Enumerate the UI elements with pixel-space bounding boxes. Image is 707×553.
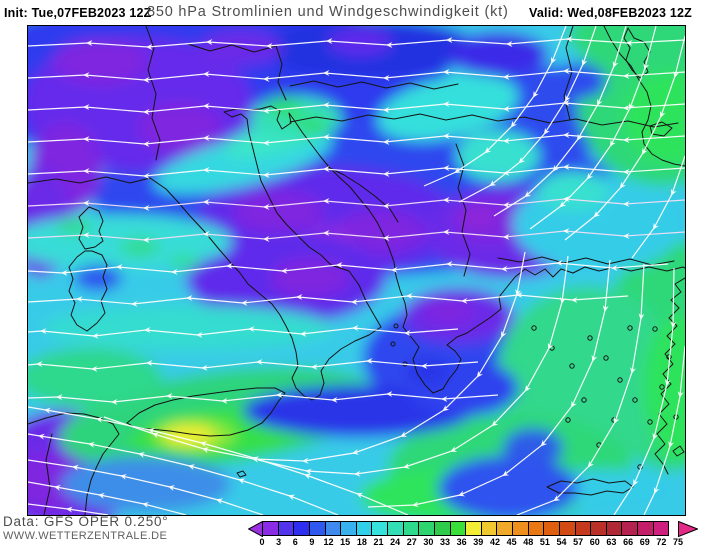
data-source-label: Data: GFS OPER 0.250°: [3, 514, 169, 529]
colorbar-tick: 12: [323, 537, 334, 547]
colorbar-tick: 54: [556, 537, 567, 547]
colorbar-cell: [449, 521, 467, 536]
colorbar-cell: [340, 521, 357, 536]
colorbar-cell: [293, 521, 310, 536]
colorbar-tick: 3: [276, 537, 282, 547]
colorbar-tick: 63: [606, 537, 617, 547]
colorbar-tick: 33: [440, 537, 451, 547]
colorbar-cell: [637, 521, 654, 536]
colorbar-cell: [496, 521, 513, 536]
colorbar-tick: 75: [672, 537, 684, 547]
colorbar-cell: [277, 521, 295, 536]
colorbar-tick: 9: [309, 537, 315, 547]
colorbar-tick: 66: [623, 537, 634, 547]
wind-speed-field: [28, 26, 685, 515]
colorbar-tick: 18: [356, 537, 367, 547]
colorbar-cell: [262, 521, 279, 536]
colorbar-cell: [418, 521, 435, 536]
colorbar-cell: [371, 521, 388, 536]
colorbar-left-arrow: [248, 521, 263, 537]
wind-map: [27, 25, 686, 516]
colorbar-tick: 51: [539, 537, 550, 547]
init-time-label: Init: Tue,07FEB2023 12Z: [4, 6, 152, 20]
colorbar-cell: [543, 521, 560, 536]
colorbar-cell: [480, 521, 498, 536]
colorbar-cell: [512, 521, 529, 536]
colorbar-tick: 57: [573, 537, 584, 547]
colorbar-tick: 21: [373, 537, 384, 547]
colorbar-cell: [621, 521, 638, 536]
colorbar-cell: [402, 521, 420, 536]
colorbar-cell: [355, 521, 373, 536]
colorbar-tick: 0: [259, 537, 265, 547]
colorbar-cell: [574, 521, 592, 536]
website-label: WWW.WETTERZENTRALE.DE: [3, 530, 168, 542]
colorbar-cell: [308, 521, 326, 536]
colorbar-tick-labels: 0 3 6 9 12 15 18 21 24 27 30 33 36 39 42 45 48 51 54 57 60 63…: [259, 537, 683, 548]
wind-map-canvas: [28, 26, 685, 515]
colorbar-tick: 60: [589, 537, 600, 547]
colorbar-right-arrow: [678, 521, 698, 537]
colorbar-tick: 39: [473, 537, 484, 547]
colorbar-tick: 27: [406, 537, 417, 547]
streamlines: [28, 26, 685, 515]
colorbar-cell: [433, 521, 451, 536]
colorbar-tick: 36: [456, 537, 467, 547]
colorbar-cell: [324, 521, 342, 536]
colorbar-cell: [652, 521, 670, 536]
colorbar-cell: [527, 521, 545, 536]
valid-time-label: Valid: Wed,08FEB2023 12Z: [529, 6, 692, 20]
colorbar-cell: [558, 521, 576, 536]
colorbar-cell: [387, 521, 404, 536]
colorbar-tick: 45: [506, 537, 517, 547]
colorbar-tick: 69: [639, 537, 650, 547]
colorbar-tick: 24: [390, 537, 401, 547]
colorbar-tick: 42: [489, 537, 500, 547]
colorbar-tick: 30: [423, 537, 434, 547]
colorbar-tick: 6: [292, 537, 298, 547]
colorbar-cells: [262, 521, 670, 536]
colorbar-cell: [465, 521, 482, 536]
colorbar-cell: [605, 521, 623, 536]
colorbar-tick: 72: [656, 537, 667, 547]
map-title: 850 hPa Stromlinien und Windgeschwindigk…: [147, 4, 509, 20]
colorbar-cell: [590, 521, 607, 536]
colorbar-tick: 15: [340, 537, 351, 547]
colorbar-tick: 48: [523, 537, 534, 547]
